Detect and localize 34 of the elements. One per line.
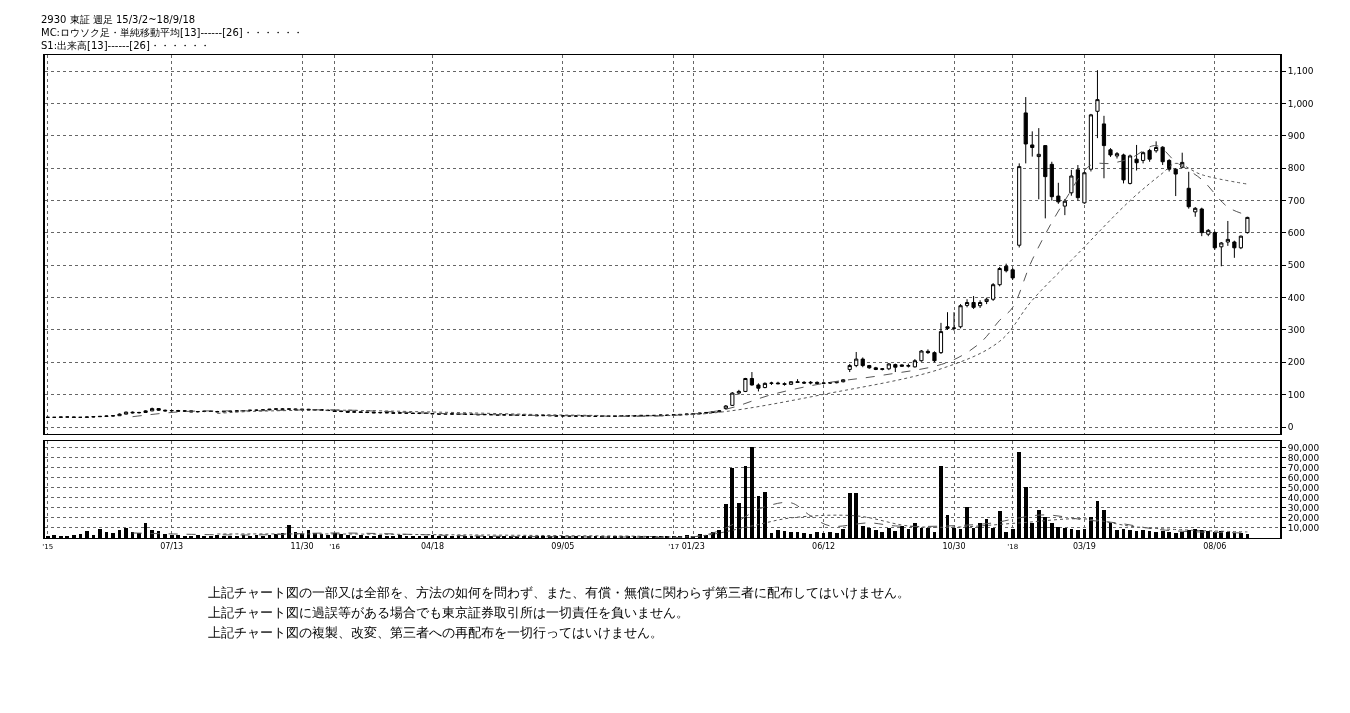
text: 上記チャート図の複製、改変、第三者への再配布を一切行ってはいけません。 <box>208 625 663 640</box>
text: 上記チャート図の一部又は全部を、方法の如何を問わず、また、有償・無償に関わらず第三者に配布してはいけません。 <box>208 585 910 600</box>
y-tick-label: 900 <box>1287 131 1306 142</box>
y-tick-label: 50,000 <box>1287 482 1320 493</box>
y-tick-label: 200 <box>1287 357 1306 368</box>
y-tick-label: 90,000 <box>1287 442 1320 453</box>
x-tick-label: 03/19 <box>1072 541 1096 551</box>
y-tick-label: 800 <box>1287 163 1306 174</box>
y-tick-label: 0 <box>1287 422 1294 433</box>
y-tick-label: 80,000 <box>1287 452 1320 463</box>
text: 2930 東証 週足 15/3/2~18/9/18 <box>41 14 196 25</box>
y-tick-label: 10,000 <box>1287 523 1320 534</box>
y-tick-label: 600 <box>1287 228 1306 239</box>
x-tick-label: 11/30 <box>290 541 314 551</box>
y-tick-label: 70,000 <box>1287 462 1320 473</box>
y-tick-label: 60,000 <box>1287 472 1320 483</box>
y-tick-label: 40,000 <box>1287 492 1320 503</box>
x-tick-label: 04/18 <box>420 541 444 551</box>
y-tick-label: 700 <box>1287 195 1306 206</box>
y-tick-label: 400 <box>1287 292 1306 303</box>
y-tick-label: 20,000 <box>1287 513 1320 524</box>
y-tick-label: 1,100 <box>1287 66 1314 77</box>
y-tick-label: 100 <box>1287 389 1306 400</box>
x-tick-label: 09/05 <box>551 541 575 551</box>
x-tick-label: 07/13 <box>160 541 184 551</box>
x-tick-label: 06/12 <box>812 541 836 551</box>
y-tick-label: 300 <box>1287 325 1306 336</box>
text: 上記チャート図に過誤等がある場合でも東京証券取引所は一切責任を負いません。 <box>208 605 689 620</box>
x-tick-label: 10/30 <box>942 541 966 551</box>
y-tick-label: 1,000 <box>1287 98 1314 109</box>
y-tick-label: 30,000 <box>1287 502 1320 513</box>
x-tick-label: 01/23 <box>681 541 705 551</box>
x-tick-label: 08/06 <box>1203 541 1227 551</box>
y-tick-label: 500 <box>1287 260 1306 271</box>
